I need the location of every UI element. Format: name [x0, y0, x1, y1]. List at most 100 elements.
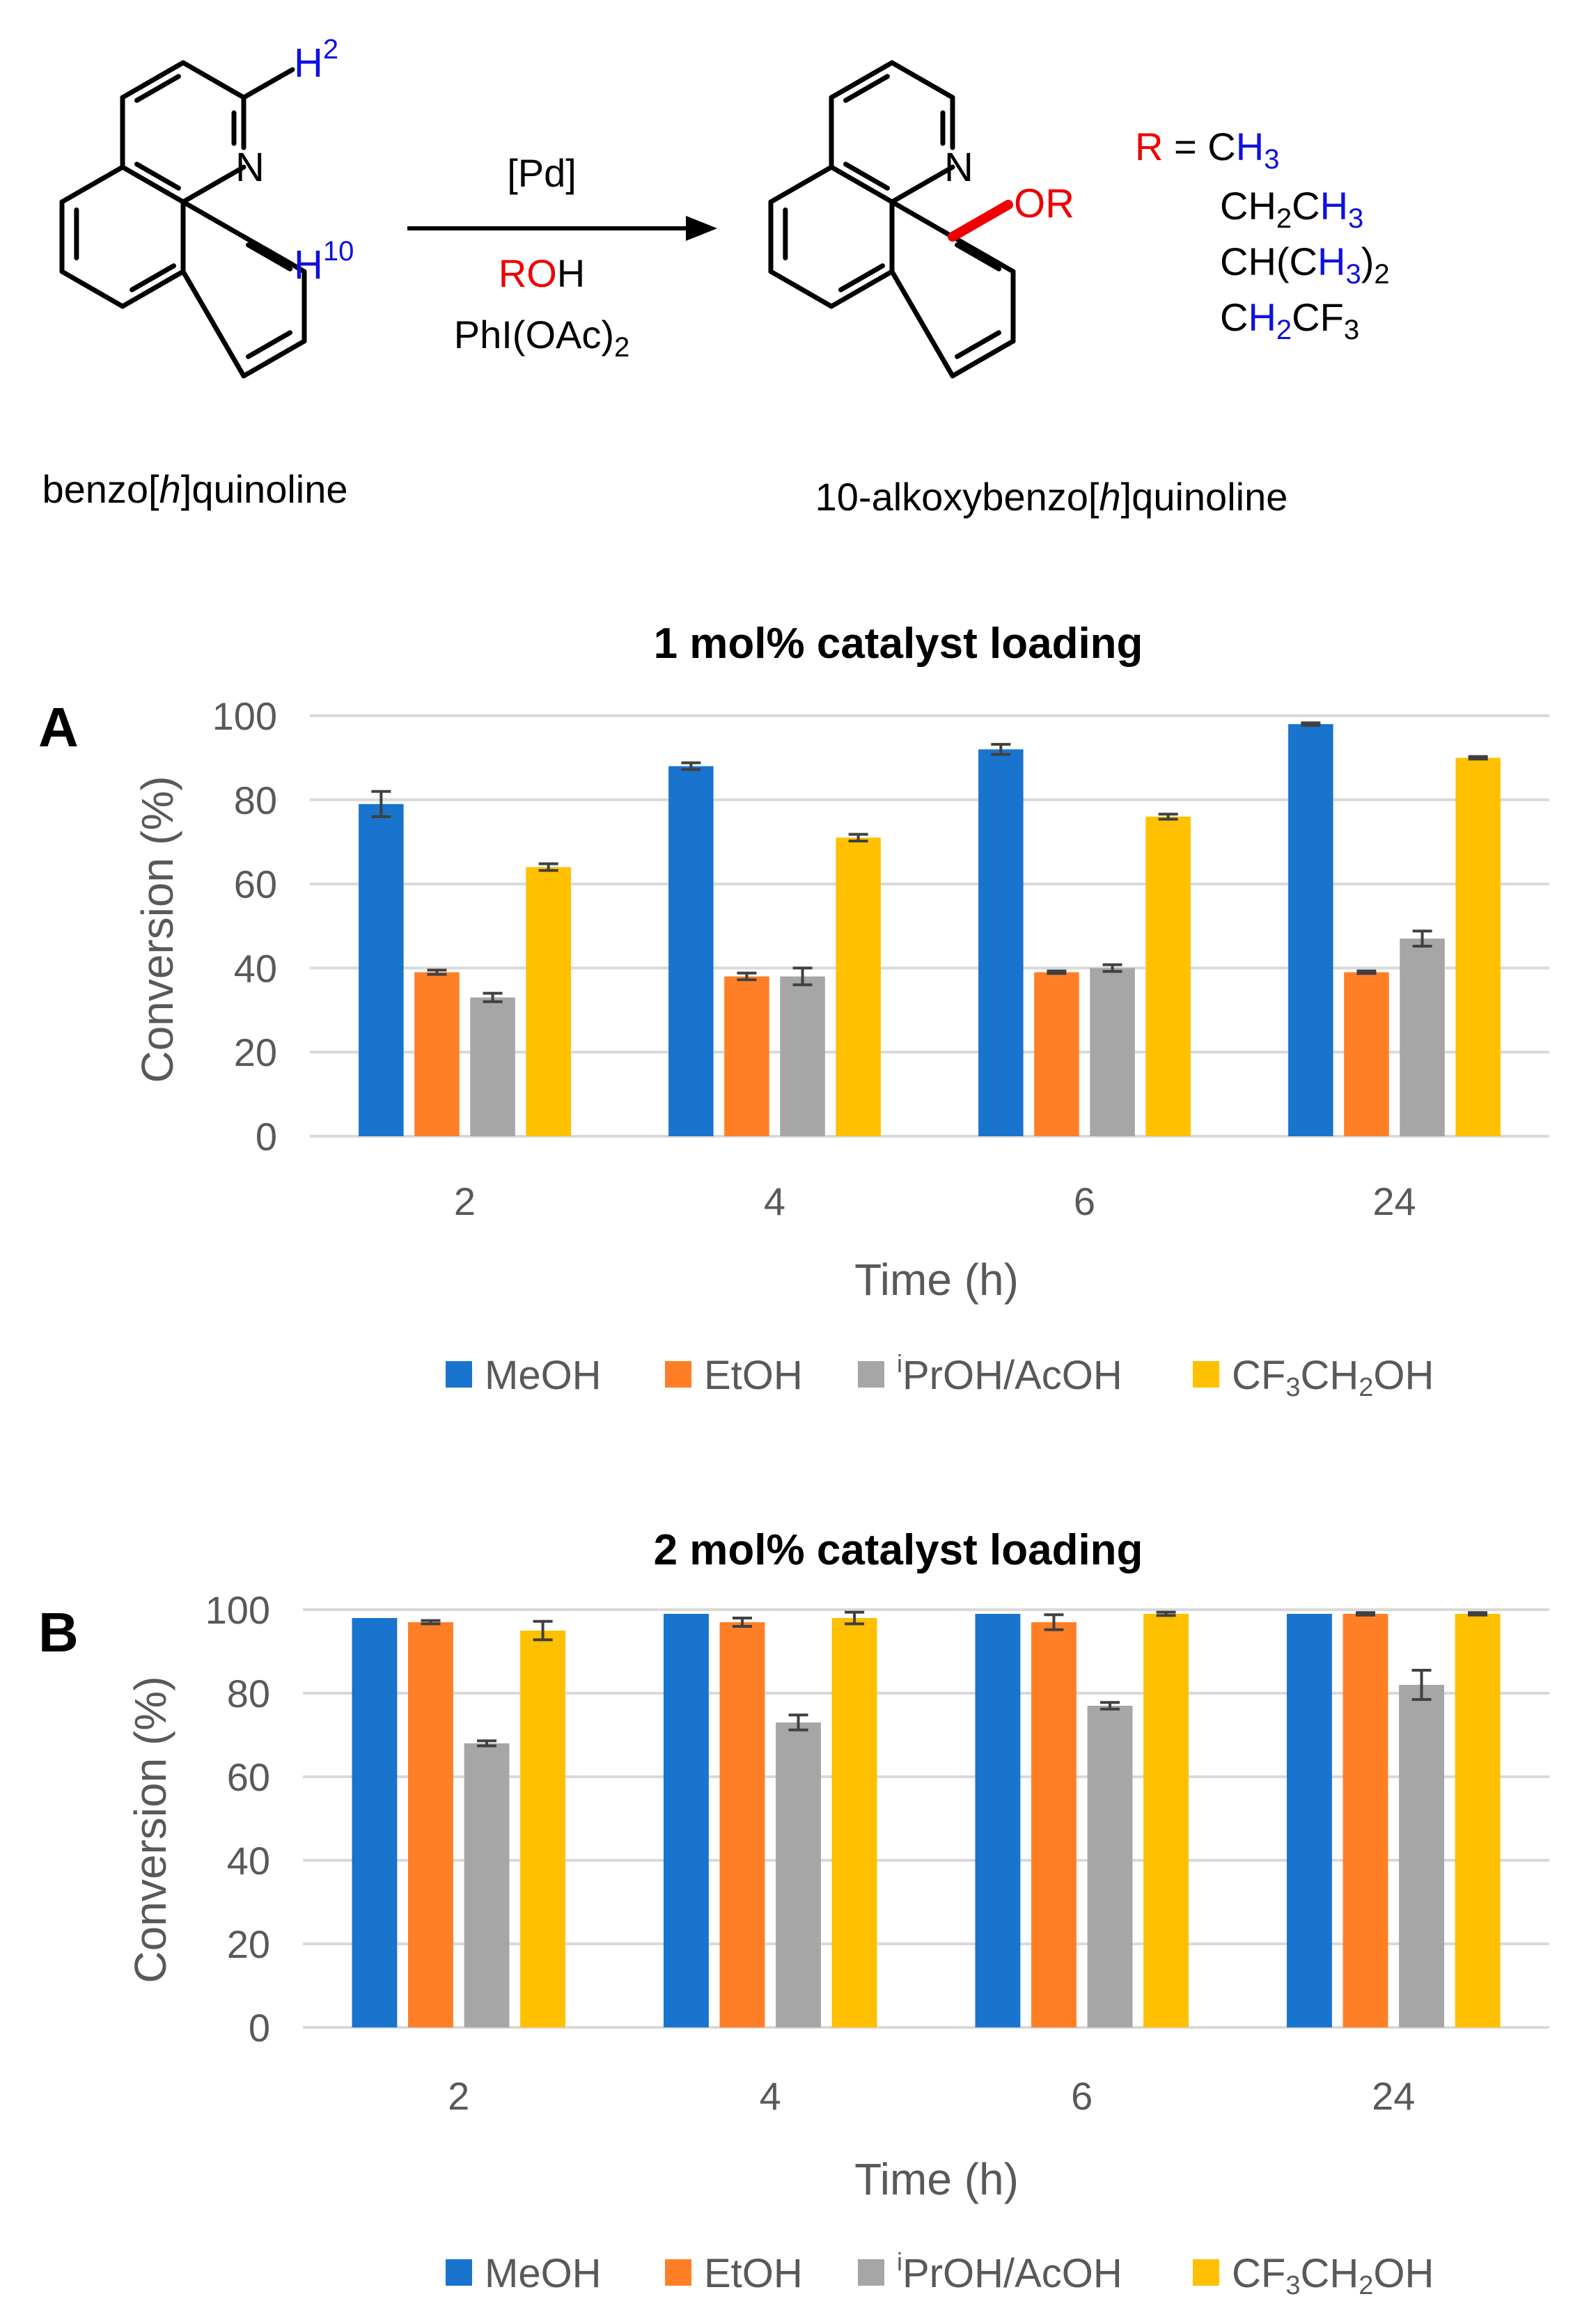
- h10-h: H: [294, 242, 323, 288]
- bond: [180, 269, 246, 379]
- reagent-oxidant: PhI(OAc)2: [454, 313, 630, 363]
- bar-iproh-acoh-6: [1090, 968, 1135, 1136]
- legend-ipr-sup: i: [897, 1349, 902, 1378]
- y-tick-label: 20: [227, 1922, 270, 1966]
- legend-swatch-cf3: [1193, 1361, 1219, 1388]
- error-bar: [1411, 1669, 1432, 1701]
- y-tick-label: 40: [234, 946, 277, 990]
- x-tick-label: 4: [760, 2074, 781, 2118]
- y-tick-label: 60: [234, 863, 277, 906]
- bond: [59, 269, 125, 309]
- y-tick-labels: 0 20 40 60 80 100: [205, 1588, 270, 2050]
- bond: [120, 164, 186, 205]
- reactant-h2: H2: [294, 34, 338, 86]
- r-definition: R = CH3: [1135, 125, 1279, 175]
- r-group-4: CH2CF3: [1220, 295, 1359, 345]
- x-tick-label: 24: [1372, 1179, 1416, 1223]
- r-letter: R: [1135, 125, 1163, 168]
- error-bar: [1100, 1701, 1120, 1711]
- h2-h: H: [294, 40, 323, 86]
- bar-etoh-4: [719, 1622, 765, 2027]
- bar-cf3ch2oh-2: [526, 867, 571, 1136]
- error-bar: [1102, 963, 1122, 973]
- chart-panel-a: A 1 mol% catalyst loading 0 20 40 60 80 100 2…: [38, 620, 1549, 1402]
- legend-swatch-meoh: [446, 1361, 472, 1388]
- panel-letter-b: B: [38, 1601, 79, 1663]
- legend-cf-s2: 2: [1359, 2271, 1373, 2300]
- error-bar: [681, 761, 701, 771]
- product-n: N: [944, 145, 973, 190]
- bond: [180, 60, 246, 100]
- bar-meoh-24: [1286, 1614, 1332, 2027]
- legend-cf-s1: 3: [1285, 2271, 1300, 2300]
- bond: [246, 242, 293, 272]
- bars: [359, 724, 1501, 1136]
- bar-meoh-6: [975, 1614, 1021, 2027]
- reactant-name-ital: h: [159, 467, 181, 511]
- x-axis-label: Time (h): [854, 1255, 1019, 1305]
- bar-meoh-6: [978, 749, 1024, 1136]
- y-tick-label: 100: [205, 1588, 270, 1632]
- legend-ipr-sup: i: [897, 2247, 902, 2276]
- bar-cf3ch2oh-2: [520, 1631, 566, 2027]
- bar-iproh-acoh-6: [1087, 1706, 1133, 2027]
- r4-h: H: [1248, 295, 1276, 339]
- error-bar: [427, 968, 447, 976]
- r4-cf: CF: [1292, 295, 1344, 339]
- bar-etoh-6: [1031, 1622, 1077, 2027]
- bond: [829, 269, 895, 309]
- panel-letter-a: A: [38, 696, 79, 758]
- x-tick-label: 2: [454, 1179, 476, 1223]
- r1-c: C: [1207, 125, 1235, 168]
- y-tick-label: 80: [234, 778, 277, 822]
- legend-swatch-ipr: [858, 1361, 884, 1388]
- bond: [241, 234, 295, 267]
- bond: [120, 60, 186, 100]
- r3-close: ): [1361, 240, 1375, 283]
- x-tick-label: 24: [1372, 2074, 1415, 2118]
- x-tick-labels: 2 4 6 24: [454, 1179, 1416, 1223]
- bond: [59, 164, 125, 205]
- legend-cf-b: CH: [1300, 1353, 1359, 1398]
- product-name-pre: 10-alkoxybenzo[: [815, 475, 1099, 519]
- error-bar: [1301, 721, 1321, 727]
- y-axis-label: Conversion (%): [125, 1676, 175, 1983]
- x-tick-label: 6: [1071, 2074, 1093, 2118]
- bond: [246, 330, 293, 359]
- bar-meoh-2: [359, 803, 404, 1136]
- bar-cf3ch2oh-24: [1455, 1614, 1501, 2027]
- y-tick-label: 80: [227, 1672, 270, 1715]
- r1-h: H: [1236, 125, 1264, 168]
- r1-sub: 3: [1264, 144, 1279, 175]
- reactant-structure: [59, 60, 307, 379]
- r3-sub2: 2: [1374, 259, 1389, 290]
- r-group-3: CH(CH3)2: [1220, 240, 1390, 290]
- legend-cf-c: OH: [1373, 2251, 1434, 2296]
- error-bar: [477, 1739, 497, 1748]
- bond: [829, 60, 895, 100]
- bar-etoh-24: [1343, 1614, 1388, 2027]
- bond: [843, 74, 890, 103]
- error-bar: [1044, 1613, 1064, 1631]
- error-bars: [421, 1610, 1488, 1748]
- bond: [241, 338, 307, 379]
- error-bar: [1156, 1610, 1176, 1617]
- error-bar: [1468, 755, 1488, 761]
- bond: [768, 269, 834, 309]
- bar-meoh-4: [663, 1614, 709, 2027]
- legend-swatch-cf3: [1193, 2259, 1219, 2286]
- reagent-catalyst: [Pd]: [507, 151, 577, 195]
- bond: [889, 199, 955, 240]
- error-bar: [1355, 1611, 1375, 1617]
- legend-label-cf3: CF3CH2OH: [1232, 1353, 1434, 1402]
- product-name-post: ]quinoline: [1121, 475, 1288, 519]
- reactant-name-pre: benzo[: [42, 467, 159, 511]
- bar-etoh-4: [724, 976, 769, 1136]
- legend-cf-a: CF: [1232, 1353, 1285, 1398]
- legend-cf-b: CH: [1300, 2251, 1359, 2296]
- bar-meoh-2: [352, 1618, 398, 2027]
- reagent-alcohol: ROH: [499, 251, 585, 295]
- error-bar: [483, 991, 503, 1003]
- error-bar: [538, 862, 558, 872]
- r4-sub2: 3: [1344, 315, 1359, 345]
